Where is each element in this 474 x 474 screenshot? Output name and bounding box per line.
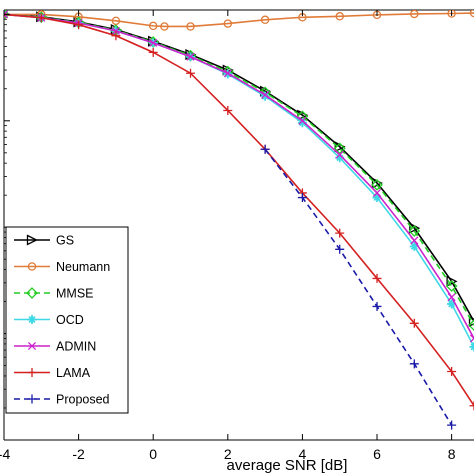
legend-item: Proposed [14,393,110,407]
data-point [27,394,37,404]
data-point [372,188,382,197]
data-point [469,401,474,411]
data-point [27,368,37,377]
data-point [409,241,419,251]
data-point [409,359,419,369]
data-point [260,91,270,101]
data-point [372,193,382,203]
x-tick-label: 6 [373,446,381,462]
data-point [4,10,10,21]
x-tick-label: 8 [448,446,456,462]
legend-item: Neumann [14,260,110,274]
data-point [27,262,37,271]
data-point [408,225,421,237]
data-point [223,105,233,115]
data-point [27,341,37,351]
data-point [410,236,419,245]
data-point [297,193,307,203]
data-point [260,15,270,25]
data-point [223,19,233,28]
data-point [371,178,383,191]
data-point [372,273,382,283]
data-point [27,315,37,324]
x-tick-label: 2 [224,446,232,462]
series-line [4,13,474,407]
x-tick-label: -2 [72,446,85,462]
data-point [297,118,307,128]
data-point [186,52,195,61]
data-point [335,228,345,238]
legend-label: OCD [56,313,84,327]
legend-label: Proposed [56,393,110,407]
data-point [260,144,270,154]
legend-label: MMSE [56,287,94,301]
data-point [446,275,458,287]
data-point [4,10,9,19]
data-point [74,20,84,30]
data-point [148,21,158,31]
data-point [186,22,195,31]
data-point [468,315,474,328]
data-point [447,420,457,430]
data-point [26,234,38,246]
data-point [111,26,120,35]
data-point [335,244,345,254]
data-point [148,47,158,57]
data-point [334,141,346,153]
legend-label: ADMIN [56,340,96,354]
data-point [372,301,382,311]
data-point [223,69,232,78]
data-point [149,38,158,47]
data-point [468,319,474,332]
series-proposed [260,144,457,430]
data-point [409,318,419,328]
data-point [111,31,121,41]
legend-label: Neumann [56,260,110,274]
data-point [445,280,458,292]
data-point [26,287,38,299]
data-point [36,13,46,23]
data-point [298,116,307,125]
data-point [186,68,196,78]
data-point [447,299,457,309]
legend-item: LAMA [14,366,91,380]
data-point [335,12,344,21]
series-neumann [4,10,474,31]
series-line [264,148,453,426]
x-tick-label: 4 [299,446,307,462]
data-point [410,10,419,19]
series-lines [4,10,474,430]
data-point [261,90,270,100]
x-axis-label: average SNR [dB] [227,457,348,474]
data-point [469,334,474,343]
legend: GS Neumann MMSE OCD ADMIN LAMA Proposed [5,226,129,414]
data-point [447,293,456,302]
legend-label: LAMA [56,366,91,380]
series-line [4,12,474,28]
legend-item: OCD [14,313,84,327]
legend-item: ADMIN [14,340,96,354]
legend-label: GS [56,234,74,248]
data-point [335,153,345,163]
x-tick-label: 0 [149,446,157,462]
series-line [4,13,474,339]
data-point [335,150,344,159]
x-tick-label: -4 [0,446,10,462]
data-point [160,22,169,31]
data-point [447,367,457,377]
legend-item: MMSE [14,287,94,301]
data-point [447,10,456,18]
legend-item: GS [14,234,74,248]
